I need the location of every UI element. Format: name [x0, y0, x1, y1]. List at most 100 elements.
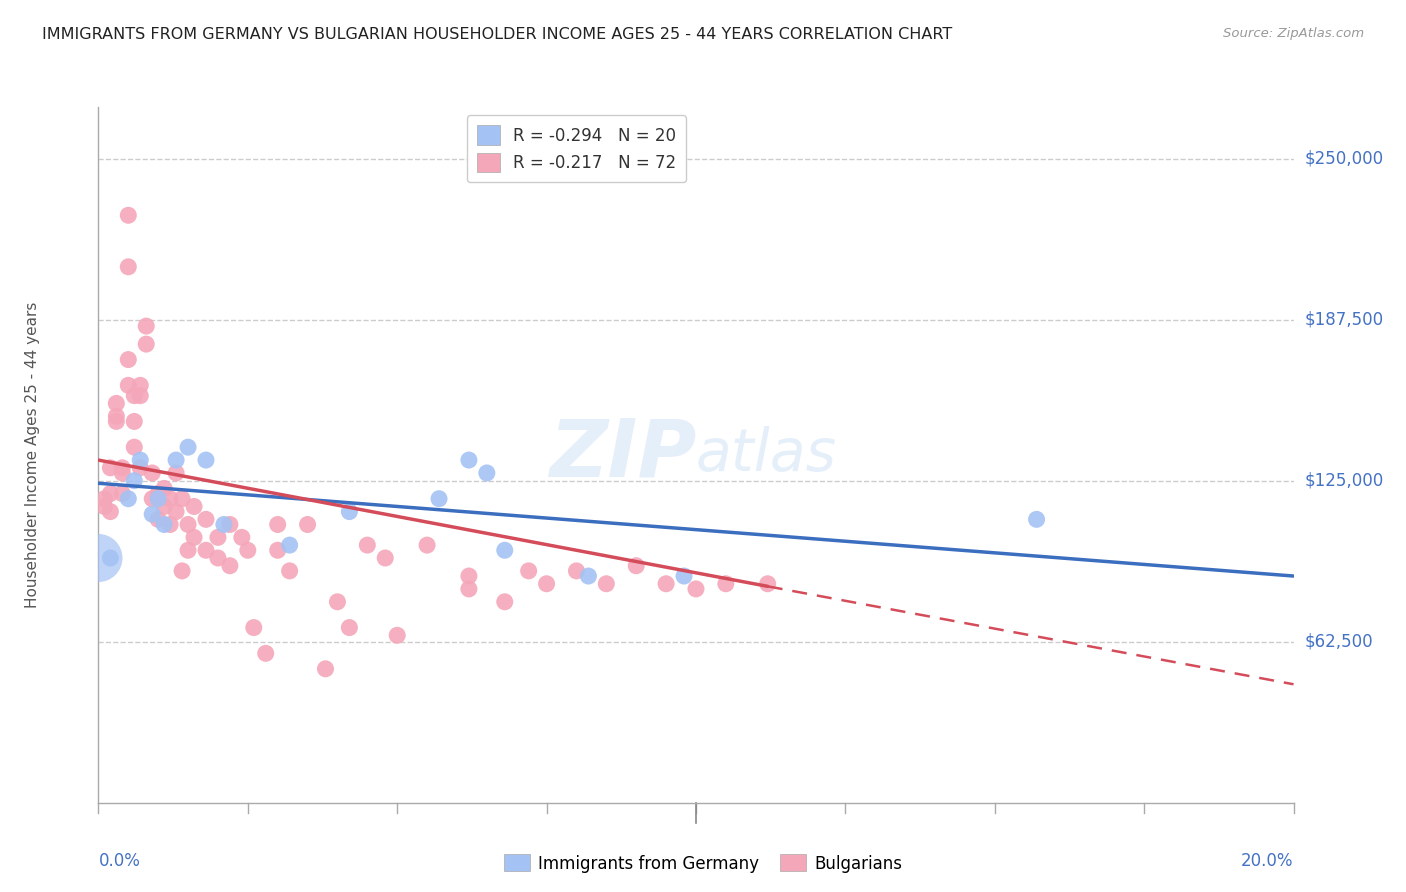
Point — [231, 530, 253, 544]
Point — [177, 543, 200, 558]
Point — [1025, 512, 1047, 526]
Text: ZIP: ZIP — [548, 416, 696, 494]
Point — [93, 491, 115, 506]
Point — [129, 453, 152, 467]
Point — [165, 466, 187, 480]
Point — [315, 662, 337, 676]
Point — [494, 595, 516, 609]
Point — [117, 352, 139, 367]
Point — [685, 582, 707, 596]
Text: $125,000: $125,000 — [1305, 472, 1384, 490]
Point — [159, 517, 181, 532]
Point — [105, 409, 128, 424]
Point — [416, 538, 439, 552]
Point — [93, 500, 115, 514]
Point — [177, 440, 200, 454]
Point — [111, 466, 134, 480]
Point — [172, 491, 194, 506]
Point — [177, 517, 200, 532]
Point — [105, 414, 128, 428]
Text: Source: ZipAtlas.com: Source: ZipAtlas.com — [1223, 27, 1364, 40]
Point — [578, 569, 600, 583]
Point — [117, 491, 139, 506]
Text: Householder Income Ages 25 - 44 years: Householder Income Ages 25 - 44 years — [25, 301, 41, 608]
Text: 0.0%: 0.0% — [98, 852, 141, 870]
Point — [129, 378, 152, 392]
Point — [475, 466, 498, 480]
Point — [117, 208, 139, 222]
Point — [254, 646, 277, 660]
Text: 20.0%: 20.0% — [1241, 852, 1294, 870]
Point — [212, 517, 235, 532]
Point — [141, 466, 163, 480]
Legend: Immigrants from Germany, Bulgarians: Immigrants from Germany, Bulgarians — [496, 847, 910, 880]
Point — [714, 576, 737, 591]
Point — [98, 460, 122, 475]
Point — [458, 569, 481, 583]
Point — [278, 538, 301, 552]
Point — [219, 517, 242, 532]
Point — [655, 576, 678, 591]
Point — [517, 564, 540, 578]
Point — [111, 486, 134, 500]
Text: $187,500: $187,500 — [1305, 310, 1384, 328]
Point — [756, 576, 779, 591]
Point — [124, 389, 146, 403]
Text: atlas: atlas — [696, 426, 837, 483]
Point — [595, 576, 617, 591]
Point — [207, 530, 229, 544]
Point — [117, 260, 139, 274]
Point — [219, 558, 242, 573]
Point — [427, 491, 450, 506]
Point — [194, 453, 218, 467]
Text: $250,000: $250,000 — [1305, 150, 1384, 168]
Point — [153, 482, 176, 496]
Point — [98, 551, 122, 566]
Point — [194, 512, 218, 526]
Point — [98, 486, 122, 500]
Point — [385, 628, 409, 642]
Point — [278, 564, 301, 578]
Point — [458, 453, 481, 467]
Point — [87, 551, 110, 566]
Point — [124, 414, 146, 428]
Point — [141, 491, 163, 506]
Point — [207, 551, 229, 566]
Text: IMMIGRANTS FROM GERMANY VS BULGARIAN HOUSEHOLDER INCOME AGES 25 - 44 YEARS CORRE: IMMIGRANTS FROM GERMANY VS BULGARIAN HOU… — [42, 27, 952, 42]
Point — [148, 512, 170, 526]
Point — [356, 538, 378, 552]
Point — [494, 543, 516, 558]
Point — [148, 491, 170, 506]
Point — [129, 460, 152, 475]
Point — [565, 564, 588, 578]
Point — [673, 569, 696, 583]
Point — [153, 500, 176, 514]
Point — [141, 507, 163, 521]
Point — [297, 517, 319, 532]
Point — [172, 564, 194, 578]
Point — [267, 517, 290, 532]
Point — [458, 582, 481, 596]
Point — [148, 486, 170, 500]
Legend: R = -0.294   N = 20, R = -0.217   N = 72: R = -0.294 N = 20, R = -0.217 N = 72 — [467, 115, 686, 182]
Point — [165, 453, 187, 467]
Point — [243, 621, 266, 635]
Point — [124, 474, 146, 488]
Point — [339, 621, 360, 635]
Point — [153, 517, 176, 532]
Point — [117, 378, 139, 392]
Point — [135, 337, 157, 351]
Point — [98, 505, 122, 519]
Point — [326, 595, 349, 609]
Point — [159, 491, 181, 506]
Point — [536, 576, 558, 591]
Point — [194, 543, 218, 558]
Point — [129, 389, 152, 403]
Point — [135, 319, 157, 334]
Point — [183, 530, 205, 544]
Point — [105, 396, 128, 410]
Point — [111, 460, 134, 475]
Point — [124, 440, 146, 454]
Point — [624, 558, 647, 573]
Point — [339, 505, 360, 519]
